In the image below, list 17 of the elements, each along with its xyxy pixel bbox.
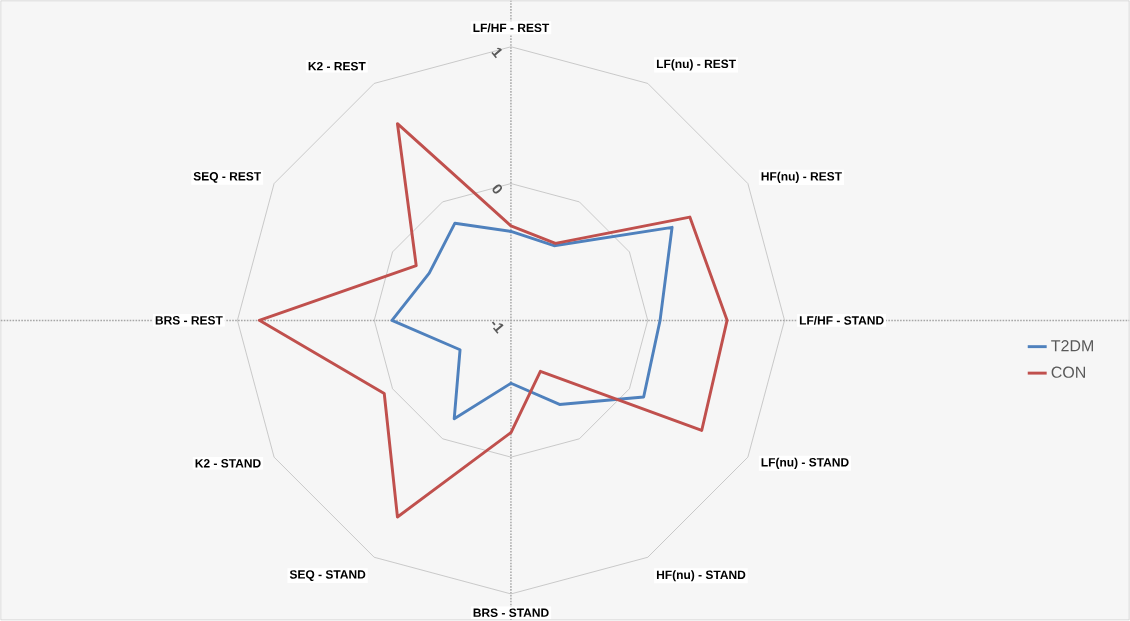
spoke-label: K2 - STAND [195,459,261,468]
spoke-label: K2 - REST [308,62,366,71]
legend-label: CON [1051,366,1086,378]
legend-label: T2DM [1051,340,1093,352]
spoke-label: BRS - STAND [473,608,549,618]
spoke-label: SEQ - STAND [289,570,366,582]
y-tick-label: 0 [492,184,503,194]
spoke-label: LF(nu) - REST [656,59,736,71]
y-tick-label: -1 [491,321,504,334]
spoke-label: HF(nu) - REST [761,171,842,184]
spoke-label: LF/HF - REST [473,23,550,33]
spoke-label: SEQ - REST [193,172,261,183]
y-tick-label: 1 [491,47,503,59]
spoke-label: LF(nu) - STAND [761,457,849,470]
spoke-label: BRS - REST [155,316,223,325]
spoke-label: LF/HF - STAND [799,316,884,325]
spoke-label: HF(nu) - STAND [656,570,746,582]
